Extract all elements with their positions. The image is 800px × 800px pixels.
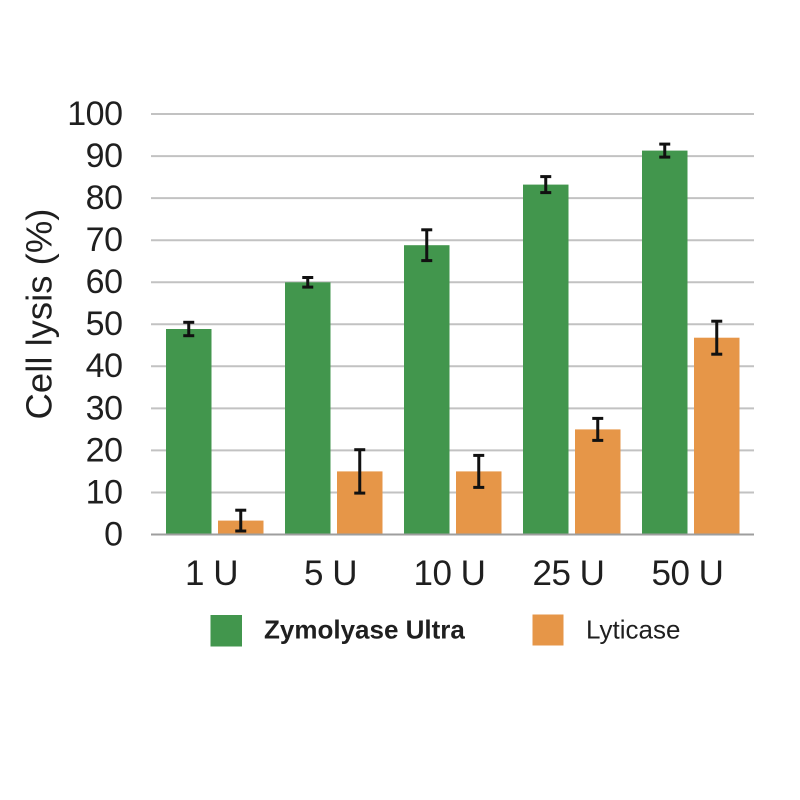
svg-text:25 U: 25 U: [533, 554, 605, 593]
svg-text:90: 90: [86, 137, 123, 175]
svg-text:10: 10: [86, 473, 123, 511]
svg-text:30: 30: [86, 389, 123, 427]
svg-text:70: 70: [86, 221, 123, 259]
svg-text:80: 80: [86, 179, 123, 217]
svg-text:100: 100: [67, 95, 122, 133]
svg-text:50: 50: [86, 305, 123, 343]
svg-text:Cell lysis (%): Cell lysis (%): [19, 209, 60, 420]
svg-text:Zymolyase Ultra: Zymolyase Ultra: [264, 615, 465, 645]
svg-text:40: 40: [86, 347, 123, 385]
svg-text:5 U: 5 U: [304, 554, 357, 593]
svg-text:60: 60: [86, 263, 123, 301]
svg-text:10 U: 10 U: [414, 554, 486, 593]
svg-text:50 U: 50 U: [652, 554, 724, 593]
svg-text:20: 20: [86, 431, 123, 469]
svg-text:Lyticase: Lyticase: [586, 615, 680, 645]
svg-text:1 U: 1 U: [185, 554, 238, 593]
svg-text:0: 0: [104, 515, 122, 553]
